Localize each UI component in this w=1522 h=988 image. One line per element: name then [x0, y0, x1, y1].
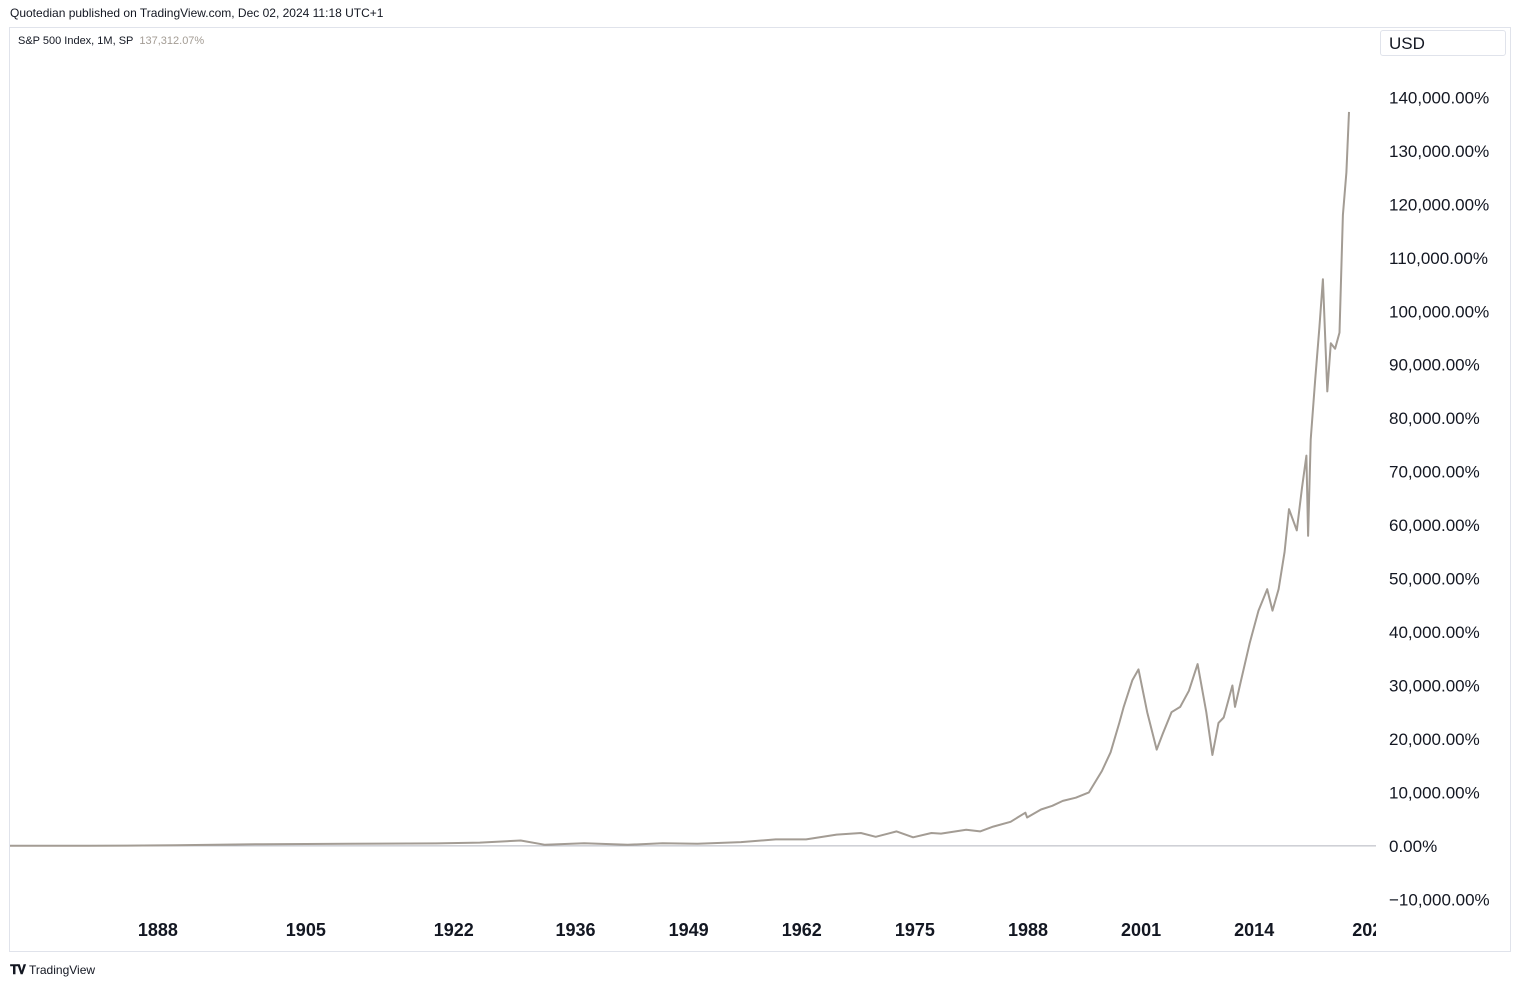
- chart-panel[interactable]: [9, 27, 1511, 952]
- y-tick-label: 120,000.00%: [1389, 195, 1489, 214]
- y-tick-label: 100,000.00%: [1389, 302, 1489, 321]
- tradingview-logo-icon: 𝐓𝐕: [10, 962, 26, 977]
- x-tick-label: 1888: [138, 920, 178, 940]
- y-tick-label: 20,000.00%: [1389, 730, 1480, 749]
- y-tick-label: 10,000.00%: [1389, 783, 1480, 802]
- x-tick-label: 1922: [434, 920, 474, 940]
- y-tick-label: 140,000.00%: [1389, 88, 1489, 107]
- y-tick-label: 60,000.00%: [1389, 516, 1480, 535]
- x-tick-label: 202: [1352, 920, 1382, 940]
- publish-info: Quotedian published on TradingView.com, …: [10, 6, 384, 20]
- x-tick-label: 2014: [1234, 920, 1274, 940]
- x-tick-label: 1936: [556, 920, 596, 940]
- axis-corner: [1376, 915, 1506, 945]
- y-tick-label: 70,000.00%: [1389, 463, 1480, 482]
- x-tick-label: 1905: [286, 920, 326, 940]
- brand-name: TradingView: [29, 963, 96, 977]
- footer-branding: 𝐓𝐕 TradingView: [10, 962, 95, 978]
- price-series-line: [10, 111, 1350, 847]
- y-tick-label: 50,000.00%: [1389, 570, 1480, 589]
- y-tick-label: 80,000.00%: [1389, 409, 1480, 428]
- y-tick-label: 110,000.00%: [1389, 249, 1488, 268]
- legend-last-value: 137,312.07%: [139, 35, 205, 47]
- x-tick-label: 1949: [669, 920, 709, 940]
- x-tick-label: 2001: [1121, 920, 1161, 940]
- y-tick-label: 30,000.00%: [1389, 676, 1480, 695]
- legend-symbol: S&P 500 Index, 1M, SP: [18, 35, 134, 47]
- x-tick-label: 1988: [1008, 920, 1048, 940]
- currency-selector[interactable]: USD: [1380, 30, 1506, 56]
- y-tick-label: 90,000.00%: [1389, 356, 1480, 375]
- series-legend[interactable]: S&P 500 Index, 1M, SP 137,312.07%: [18, 35, 204, 47]
- y-tick-label: 40,000.00%: [1389, 623, 1480, 642]
- x-tick-label: 1975: [895, 920, 935, 940]
- x-tick-label: 1962: [782, 920, 822, 940]
- y-tick-label: −10,000.00%: [1389, 890, 1490, 909]
- y-tick-label: 130,000.00%: [1389, 142, 1489, 161]
- y-tick-label: 0.00%: [1389, 837, 1437, 856]
